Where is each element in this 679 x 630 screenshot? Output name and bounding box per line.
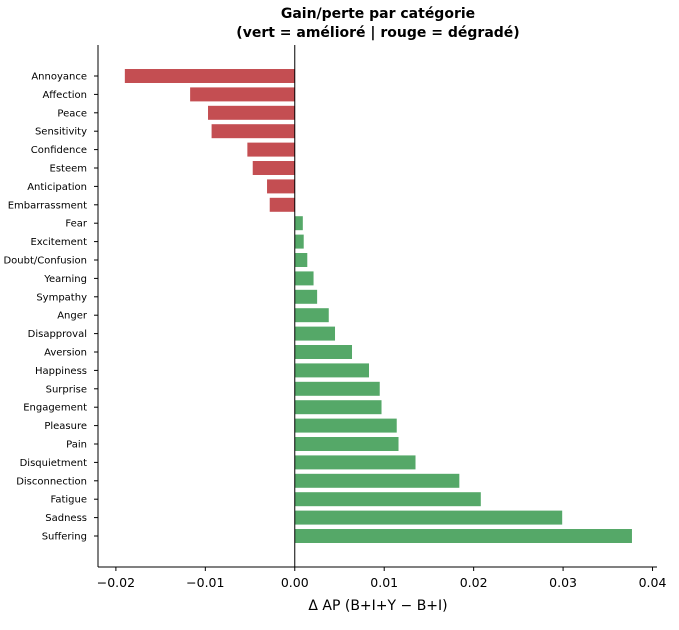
bar-embarrassment <box>269 197 295 212</box>
category-label: Anticipation <box>27 182 87 193</box>
category-label: Excitement <box>30 237 87 248</box>
category-label: Sensitivity <box>35 127 87 138</box>
bar-disconnection <box>294 473 460 488</box>
chart-subtitle: (vert = amélioré | rouge = dégradé) <box>236 25 519 41</box>
category-label: Annoyance <box>31 72 87 83</box>
category-label: Yearning <box>43 274 87 285</box>
x-tick-label: 0.02 <box>460 575 488 590</box>
x-tick-label: −0.02 <box>97 575 135 590</box>
bar-sadness <box>294 510 563 525</box>
bar-aversion <box>294 345 353 359</box>
x-tick-label: −0.01 <box>186 575 224 590</box>
bar-fatigue <box>294 492 481 507</box>
bar-pain <box>294 437 399 451</box>
bar-affection <box>190 87 295 102</box>
bar-surprise <box>294 381 380 396</box>
category-label: Embarrassment <box>8 200 87 211</box>
category-label: Sympathy <box>36 292 87 303</box>
category-label: Affection <box>42 90 87 101</box>
category-label: Anger <box>57 311 88 322</box>
bar-disquietment <box>294 455 416 470</box>
category-label: Esteem <box>50 164 88 175</box>
bar-yearning <box>294 271 314 286</box>
bar-sensitivity <box>211 124 295 139</box>
bar-fear <box>294 216 303 231</box>
category-label: Pain <box>66 440 87 451</box>
x-tick-label: 0.03 <box>549 575 577 590</box>
bar-esteem <box>252 161 295 175</box>
category-label: Fatigue <box>51 495 88 506</box>
bar-suffering <box>294 529 632 543</box>
x-axis-ticks: −0.02 −0.01 0.00 0.01 0.02 0.03 0.04 <box>97 567 667 590</box>
bar-anger <box>294 308 329 323</box>
bar-engagement <box>294 400 382 415</box>
category-label: Sadness <box>45 513 87 524</box>
x-tick-label: 0.01 <box>370 575 398 590</box>
bar-annoyance <box>124 69 295 83</box>
x-tick-label: 0.04 <box>639 575 667 590</box>
category-label: Confidence <box>31 145 87 156</box>
category-label: Peace <box>57 108 87 119</box>
bar-pleasure <box>294 418 397 433</box>
category-label: Happiness <box>35 366 87 377</box>
category-label: Aversion <box>44 348 87 359</box>
bar-anticipation <box>267 179 295 194</box>
bars-group <box>124 69 632 543</box>
category-label: Disconnection <box>16 476 87 487</box>
chart-title: Gain/perte par catégorie <box>281 6 475 22</box>
category-label: Disapproval <box>28 329 87 340</box>
bar-disapproval <box>294 326 336 341</box>
x-axis-label: Δ AP (B+I+Y − B+I) <box>308 598 447 614</box>
category-label: Engagement <box>23 403 87 414</box>
bar-happiness <box>294 363 370 378</box>
category-label: Doubt/Confusion <box>3 256 87 267</box>
category-label: Suffering <box>42 532 87 543</box>
bar-peace <box>208 105 295 120</box>
bar-sympathy <box>294 289 318 304</box>
bar-doubt-confusion <box>294 253 308 267</box>
category-label: Disquietment <box>20 458 87 469</box>
category-label: Fear <box>65 219 87 230</box>
category-labels: Annoyance Affection Peace Sensitivity Confid… <box>3 72 98 543</box>
bar-excitement <box>294 234 304 249</box>
category-label: Pleasure <box>44 421 87 432</box>
bar-confidence <box>247 142 295 157</box>
x-tick-label: 0.00 <box>281 575 309 590</box>
category-label: Surprise <box>46 384 87 395</box>
